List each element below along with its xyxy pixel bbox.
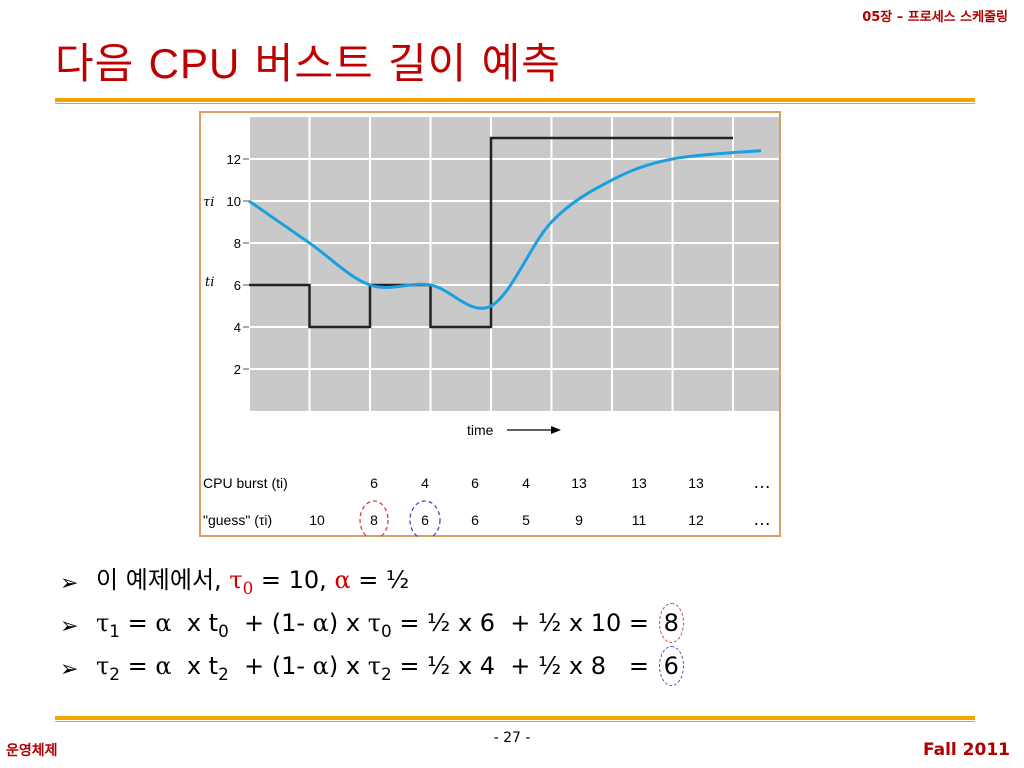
bullet-text: τ1 = α x t0 + (1- α) x τ0 = ½ x 6 + ½ x …	[96, 603, 684, 650]
x-axis-arrowhead	[551, 426, 561, 434]
y-label-t: ti	[205, 275, 214, 290]
cpu-burst-value: 4	[522, 475, 530, 491]
footer-term: Fall 2011	[923, 740, 1010, 760]
guess-label: "guess" (τi)	[203, 512, 272, 528]
page-number: - 27 -	[493, 730, 531, 746]
cpu-burst-value: 4	[421, 475, 429, 491]
bullet-list: ➢ 이 예제에서, τ0 = 10, α = ½ ➢ τ1 = α x t0 + (1…	[60, 562, 684, 691]
cpu-burst-label: CPU burst (ti)	[203, 475, 288, 491]
cpu-burst-value: 13	[688, 475, 704, 491]
cpu-burst-value: 13	[631, 475, 647, 491]
guess-value: 12	[688, 512, 704, 528]
bullet-text: 이 예제에서, τ0 = 10, α = ½	[96, 565, 410, 598]
bullet-item: ➢ 이 예제에서, τ0 = 10, α = ½	[60, 562, 684, 605]
y-tick-label: 10	[227, 194, 241, 209]
slide-title: 다음 CPU 버스트 길이 예측	[55, 30, 561, 91]
guess-value: 9	[575, 512, 583, 528]
title-suffix: 버스트 길이 예측	[240, 39, 561, 88]
y-tick-label: 8	[234, 236, 241, 251]
bullet-arrow-icon: ➢	[60, 613, 79, 639]
guess-value: 6	[421, 512, 429, 528]
burst-step-line	[249, 136, 733, 329]
guess-value: 6	[471, 512, 479, 528]
bullet-arrow-icon: ➢	[60, 570, 79, 596]
cpu-burst-value: 6	[471, 475, 479, 491]
cpu-burst-value: 6	[370, 475, 378, 491]
bullet-arrow-icon: ➢	[60, 656, 79, 682]
top-rule	[55, 98, 975, 104]
title-prefix: 다음	[55, 39, 149, 88]
guess-curve	[248, 149, 762, 310]
highlight-circle-blue	[409, 500, 441, 537]
cpu-burst-value: …	[753, 472, 771, 492]
x-axis-label: time	[467, 422, 494, 438]
plot-area	[249, 117, 779, 411]
y-label-tau: τi	[203, 195, 214, 210]
y-tick-label: 4	[234, 320, 241, 335]
bullet-text: τ2 = α x t2 + (1- α) x τ2 = ½ x 4 + ½ x …	[96, 646, 684, 693]
guess-value: 11	[632, 512, 647, 528]
bullet-item: ➢ τ2 = α x t2 + (1- α) x τ2 = ½ x 4 + ½ x…	[60, 646, 684, 693]
burst-prediction-chart: 2 4 6 8 10 12 τi ti time CPU burst (ti) 6 4 6 4 13 13 13…	[203, 117, 779, 537]
guess-value: …	[753, 509, 771, 529]
chapter-label: 05장 – 프로세스 스케줄링	[862, 10, 1008, 25]
title-cpu: CPU	[148, 40, 241, 87]
guess-value: 5	[522, 512, 530, 528]
bottom-rule	[55, 716, 975, 722]
y-tick-label: 2	[234, 362, 241, 377]
bullet-item: ➢ τ1 = α x t0 + (1- α) x τ0 = ½ x 6 + ½ x…	[60, 603, 684, 650]
cpu-burst-value: 13	[571, 475, 587, 491]
guess-value: 8	[370, 512, 378, 528]
footer-course: 운영체제	[6, 743, 58, 759]
y-tick-label: 6	[234, 278, 241, 293]
guess-value: 10	[309, 512, 325, 528]
y-tick-label: 12	[227, 152, 241, 167]
highlight-circle-red	[359, 500, 389, 537]
